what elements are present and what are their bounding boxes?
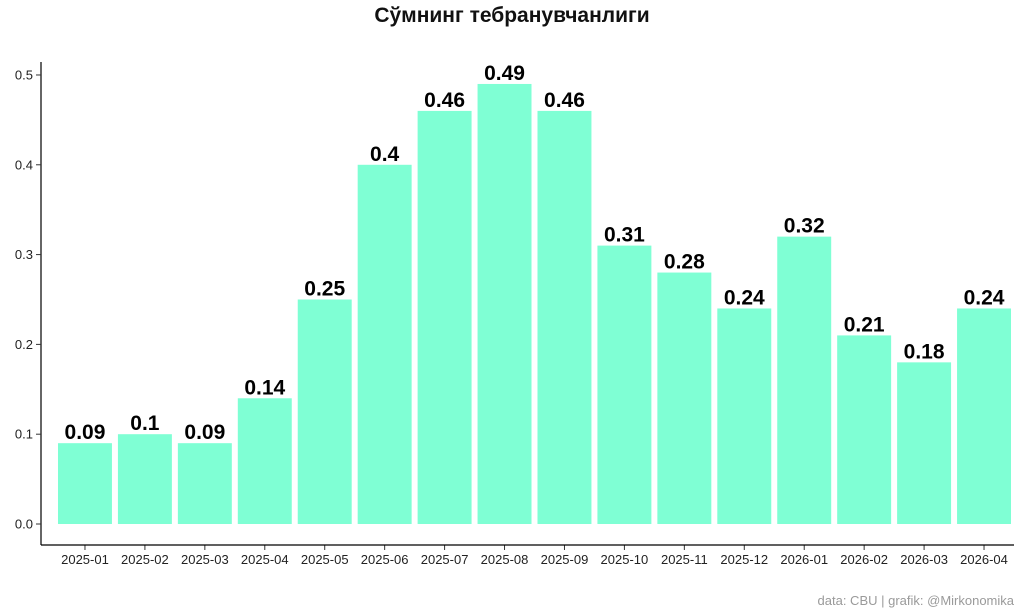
bar-2025-12 <box>717 308 772 524</box>
bar-2025-05 <box>297 299 352 524</box>
source-caption: data: CBU | grafik: @Mirkonomika <box>817 593 1014 608</box>
x-tick-label-2025-11: 2025-11 <box>661 552 708 567</box>
data-label-2026-02: 0.21 <box>844 313 885 336</box>
bar-2026-01 <box>777 236 832 525</box>
y-tick-label-0.1: 0.1 <box>15 427 33 442</box>
bar-2025-03 <box>177 443 232 524</box>
bar-2025-08 <box>477 83 532 524</box>
data-label-2026-04: 0.24 <box>964 286 1005 309</box>
x-tick-label-2026-01: 2026-01 <box>780 552 828 567</box>
data-label-2025-07: 0.46 <box>424 89 465 112</box>
bar-2025-06 <box>357 164 412 525</box>
x-tick-label-2025-07: 2025-07 <box>421 552 469 567</box>
x-tick-label-2025-10: 2025-10 <box>601 552 649 567</box>
axes-layer: 2025-01 2025-02 2025-03 2025-04 2025-05 2025-… <box>15 62 1014 567</box>
data-label-2025-09: 0.46 <box>544 89 585 112</box>
data-label-2025-02: 0.1 <box>130 412 160 435</box>
x-tick-label-2025-06: 2025-06 <box>361 552 409 567</box>
data-label-2025-10: 0.31 <box>604 224 645 247</box>
x-tick-label-2025-09: 2025-09 <box>541 552 589 567</box>
bar-2025-01 <box>57 443 112 524</box>
data-label-2025-08: 0.49 <box>484 62 525 85</box>
bar-2026-04 <box>957 308 1012 524</box>
x-tick-label-2026-02: 2026-02 <box>840 552 888 567</box>
x-tick-label-2025-03: 2025-03 <box>181 552 229 567</box>
x-tick-label-2025-04: 2025-04 <box>241 552 289 567</box>
data-label-2026-01: 0.32 <box>784 215 825 238</box>
data-label-2025-11: 0.28 <box>664 251 705 274</box>
data-label-2025-01: 0.09 <box>65 421 106 444</box>
chart-title: Сўмнинг тебранувчанлиги <box>374 4 650 27</box>
x-tick-label-2026-04: 2026-04 <box>960 552 1008 567</box>
y-tick-label-0.3: 0.3 <box>15 247 33 262</box>
y-tick-label-0.5: 0.5 <box>15 67 33 82</box>
x-tick-label-2026-03: 2026-03 <box>900 552 948 567</box>
x-tick-label-2025-08: 2025-08 <box>481 552 529 567</box>
data-label-2025-05: 0.25 <box>304 277 345 300</box>
x-tick-label-2025-12: 2025-12 <box>720 552 768 567</box>
bar-2025-09 <box>537 110 592 524</box>
data-label-2025-12: 0.24 <box>724 286 765 309</box>
y-tick-label-0.0: 0.0 <box>15 517 33 532</box>
data-label-2025-06: 0.4 <box>370 143 400 166</box>
bar-2026-02 <box>837 335 892 524</box>
bar-2025-02 <box>117 434 172 524</box>
bar-2025-11 <box>657 272 712 524</box>
bar-2025-10 <box>597 245 652 524</box>
data-labels-layer: 0.09 0.1 0.09 0.14 0.25 0.4 0.46 0.49 0.46 0.31 0.… <box>65 62 1005 444</box>
bar-2025-04 <box>237 398 292 524</box>
data-label-2025-04: 0.14 <box>244 376 285 399</box>
x-tick-label-2025-05: 2025-05 <box>301 552 349 567</box>
y-tick-label-0.2: 0.2 <box>15 337 33 352</box>
data-label-2026-03: 0.18 <box>904 340 945 363</box>
bar-2025-07 <box>417 110 472 524</box>
x-tick-label-2025-01: 2025-01 <box>61 552 109 567</box>
bars-layer <box>57 83 1012 525</box>
data-label-2025-03: 0.09 <box>184 421 225 444</box>
x-tick-label-2025-02: 2025-02 <box>121 552 169 567</box>
y-tick-label-0.4: 0.4 <box>15 157 33 172</box>
bar-2026-03 <box>897 362 952 524</box>
